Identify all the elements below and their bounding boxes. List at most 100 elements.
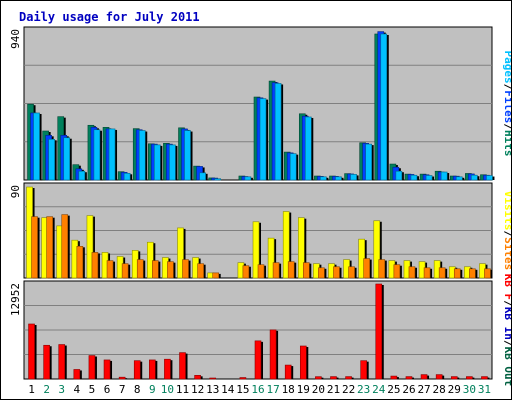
bar-kbytes-kb-f-day-1 (28, 323, 35, 380)
bar-hits-hits-day-22 (350, 174, 357, 181)
legend-hits: Pages/Files/Hits (502, 51, 511, 157)
x-tick-label-day-30: 30 (463, 383, 476, 396)
legend-entry: Sites (502, 237, 511, 270)
bar-visits-visits-day-11 (177, 227, 184, 279)
x-tick-label-day-23: 23 (357, 383, 370, 396)
bar-visits-sites-day-23 (363, 258, 370, 279)
x-tick-label-day-5: 5 (89, 383, 96, 396)
bar-kbytes-kb-f-day-18 (284, 364, 292, 380)
x-tick-label-day-17: 17 (266, 383, 279, 396)
bar-hits-hits-day-2 (48, 139, 55, 181)
bar-visits-visits-day-17 (267, 237, 275, 279)
bar-kbytes-kb-f-day-2 (43, 344, 50, 380)
bar-hits-hits-day-8 (138, 130, 146, 181)
bar-kbytes-kb-f-day-9 (149, 359, 156, 380)
legend-entry: Visits (502, 191, 511, 231)
bar-hits-hits-day-10 (169, 144, 176, 181)
bar-visits-sites-day-30 (469, 268, 476, 279)
legend-entry: Pages (502, 51, 511, 84)
bar-visits-sites-day-24 (378, 259, 386, 279)
bar-kbytes-kb-f-day-20 (315, 376, 322, 380)
bar-kbytes-kb-f-day-31 (481, 376, 488, 380)
bar-visits-sites-day-15 (242, 265, 250, 279)
legend-entry: Files (502, 90, 511, 123)
bar-hits-hits-day-30 (471, 174, 478, 181)
y-max-label-kbytes: 12952 (9, 283, 22, 316)
x-tick-label-day-11: 11 (176, 383, 189, 396)
bar-hits-hits-day-25 (395, 170, 403, 181)
bar-kbytes-kb-f-day-4 (73, 369, 81, 380)
x-tick-label-day-16: 16 (251, 383, 264, 396)
bar-visits-sites-day-2 (46, 216, 53, 279)
x-axis-labels: 1 2 3 4 5 6 7 8 9 10 11 12 13 14 15 16 17 18 19 20 21 22 23 24 2… (28, 383, 491, 396)
bar-visits-visits-day-9 (147, 241, 154, 279)
x-tick-label-day-28: 28 (433, 383, 446, 396)
bar-visits-sites-day-22 (348, 266, 355, 279)
bar-kbytes-kb-f-day-28 (435, 374, 443, 380)
x-tick-label-day-4: 4 (74, 383, 81, 396)
bar-kbytes-kb-f-day-23 (360, 360, 367, 380)
x-tick-label-day-18: 18 (282, 383, 295, 396)
x-tick-label-day-13: 13 (206, 383, 219, 396)
x-tick-label-day-31: 31 (478, 383, 491, 396)
bar-visits-visits-day-18 (282, 211, 290, 279)
x-tick-label-day-12: 12 (191, 383, 204, 396)
bar-hits-hits-day-26 (410, 174, 418, 181)
bar-visits-sites-day-12 (197, 263, 204, 279)
bar-hits-hits-day-17 (274, 83, 282, 181)
x-tick-label-day-1: 1 (28, 383, 35, 396)
x-tick-label-day-8: 8 (134, 383, 141, 396)
bar-visits-sites-day-13 (212, 272, 220, 279)
legend-entry: Hits (502, 130, 511, 157)
bar-visits-sites-day-4 (76, 246, 84, 279)
bar-kbytes-kb-f-day-24 (375, 283, 383, 380)
x-tick-label-day-22: 22 (342, 383, 355, 396)
x-tick-label-day-21: 21 (327, 383, 340, 396)
bar-kbytes-kb-f-day-22 (345, 376, 352, 380)
x-tick-label-day-20: 20 (312, 383, 325, 396)
x-tick-label-day-19: 19 (297, 383, 310, 396)
x-tick-label-day-24: 24 (372, 383, 386, 396)
bar-kbytes-kb-f-day-8 (133, 360, 141, 380)
bar-visits-sites-day-31 (484, 268, 491, 279)
bar-hits-hits-day-3 (63, 137, 71, 181)
legend-entry: KB Out (502, 347, 511, 387)
bar-visits-sites-day-17 (272, 262, 280, 279)
chart-title: Daily usage for July 2011 (19, 10, 200, 24)
bar-visits-sites-day-25 (393, 264, 401, 279)
x-tick-label-day-26: 26 (402, 383, 415, 396)
x-tick-label-day-2: 2 (43, 383, 50, 396)
bar-visits-sites-day-27 (423, 267, 431, 279)
x-tick-label-day-15: 15 (236, 383, 249, 396)
bar-visits-sites-day-10 (167, 261, 174, 279)
bar-visits-sites-day-9 (152, 260, 159, 279)
bar-hits-hits-day-19 (304, 116, 312, 181)
y-max-label-visits: 90 (9, 185, 22, 198)
bar-hits-hits-day-27 (425, 175, 433, 181)
bar-kbytes-kb-f-day-3 (58, 344, 66, 380)
bar-kbytes-kb-f-day-29 (450, 376, 458, 380)
bar-visits-sites-day-26 (408, 266, 416, 279)
bar-hits-hits-day-15 (244, 176, 252, 181)
x-tick-label-day-14: 14 (221, 383, 235, 396)
bar-kbytes-kb-f-day-27 (420, 374, 428, 380)
bar-visits-sites-day-16 (257, 264, 265, 279)
legend-entry: KB F (502, 274, 511, 301)
bar-kbytes-kb-f-day-21 (330, 376, 337, 380)
bar-hits-hits-day-6 (108, 128, 116, 181)
bar-kbytes-kb-f-day-12 (194, 375, 201, 380)
bar-kbytes-kb-f-day-15 (239, 377, 247, 380)
x-tick-label-day-29: 29 (448, 383, 461, 396)
bar-visits-sites-day-29 (453, 268, 461, 279)
x-tick-label-day-9: 9 (149, 383, 156, 396)
bar-hits-hits-day-23 (365, 143, 372, 181)
chart-panels: 940Pages/Files/Hits90Visits/Sites12952KB… (9, 26, 511, 387)
legend-entry: / (502, 123, 511, 130)
bar-hits-hits-day-5 (93, 129, 101, 181)
bar-hits-hits-day-16 (259, 98, 267, 181)
bar-kbytes-kb-f-day-7 (118, 376, 126, 380)
